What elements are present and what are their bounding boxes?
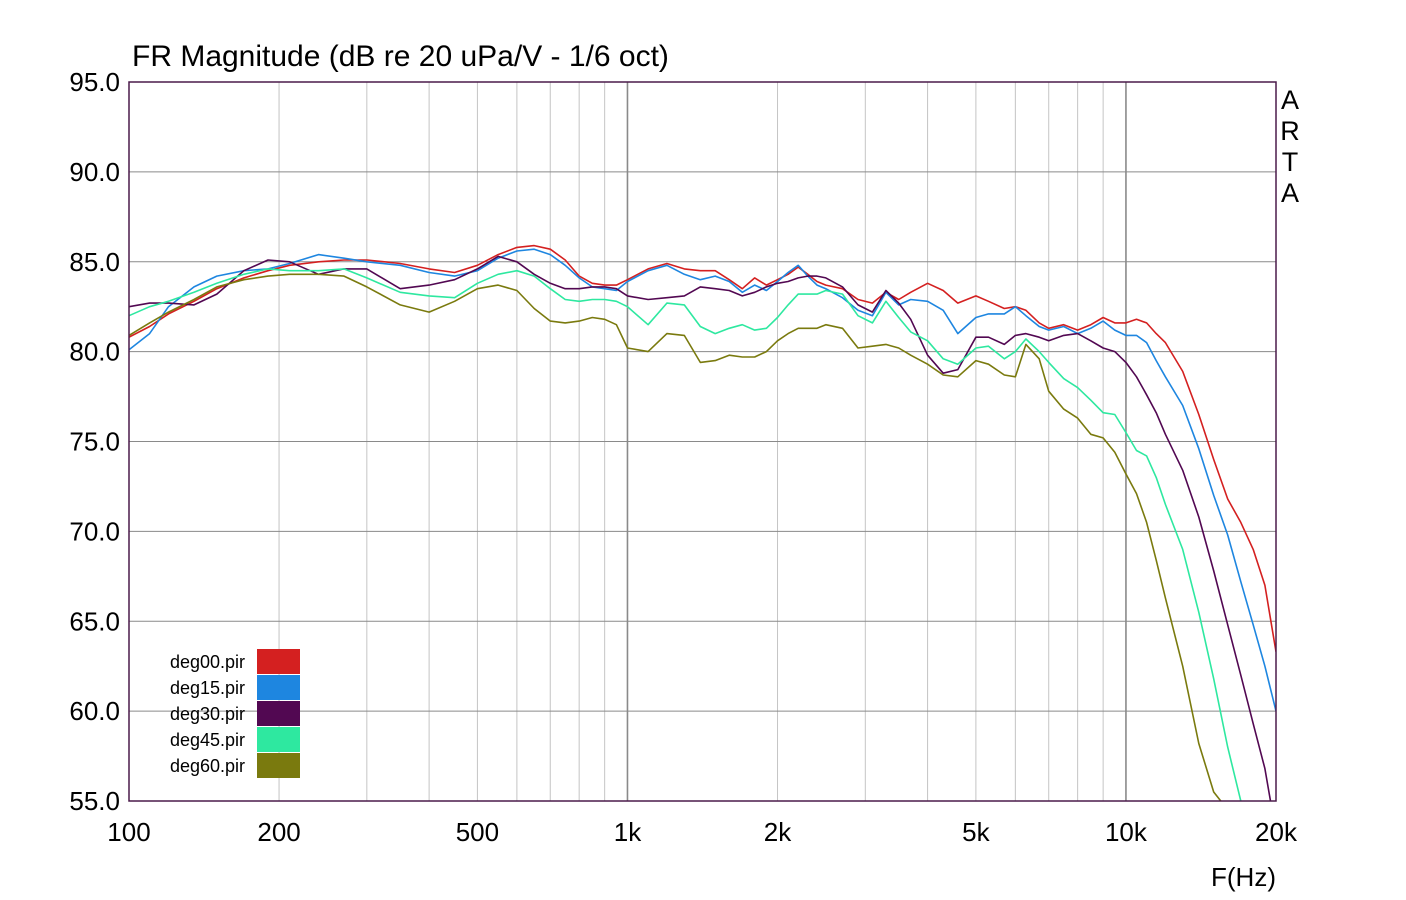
watermark-letter: T xyxy=(1282,147,1299,177)
series-lines xyxy=(129,244,1276,801)
x-tick-label: 20k xyxy=(1255,817,1298,847)
x-tick-label: 5k xyxy=(962,817,990,847)
x-tick-label: 100 xyxy=(107,817,150,847)
legend-label: deg30.pir xyxy=(170,704,245,724)
x-tick-label: 500 xyxy=(456,817,499,847)
legend-label: deg60.pir xyxy=(170,756,245,776)
legend-swatch xyxy=(257,753,300,778)
y-tick-label: 70.0 xyxy=(69,516,120,546)
legend: deg00.pir deg15.pir deg30.pir deg45.pir deg6… xyxy=(170,649,300,778)
legend-label: deg45.pir xyxy=(170,730,245,750)
x-tick-label: 1k xyxy=(614,817,642,847)
legend-swatch xyxy=(257,649,300,674)
series-line xyxy=(129,255,1272,801)
watermark-letter: R xyxy=(1280,116,1300,146)
watermark-letter: A xyxy=(1281,85,1299,115)
x-tick-label: 200 xyxy=(257,817,300,847)
legend-label: deg00.pir xyxy=(170,652,245,672)
y-tick-label: 95.0 xyxy=(69,67,120,97)
legend-label: deg15.pir xyxy=(170,678,245,698)
y-tick-label: 80.0 xyxy=(69,337,120,367)
y-tick-label: 75.0 xyxy=(69,427,120,457)
legend-swatch xyxy=(257,727,300,752)
x-tick-label: 10k xyxy=(1105,817,1148,847)
y-tick-label: 85.0 xyxy=(69,247,120,277)
y-tick-label: 90.0 xyxy=(69,157,120,187)
legend-swatch xyxy=(257,675,300,700)
series-line xyxy=(129,273,1222,801)
watermark-letter: A xyxy=(1281,178,1299,208)
series-line xyxy=(129,248,1276,712)
chart-title: FR Magnitude (dB re 20 uPa/V - 1/6 oct) xyxy=(132,40,669,73)
x-axis-ticks: 100 200 500 1k 2k 5k 10k 20k xyxy=(107,817,1298,847)
plot-frame xyxy=(128,81,1277,802)
y-tick-label: 55.0 xyxy=(69,786,120,816)
series-line xyxy=(129,244,1276,652)
legend-swatch xyxy=(257,701,300,726)
series-line xyxy=(129,268,1242,801)
x-axis-label: F(Hz) xyxy=(1211,862,1276,892)
x-tick-label: 2k xyxy=(764,817,792,847)
grid xyxy=(129,82,1276,801)
y-tick-label: 60.0 xyxy=(69,696,120,726)
y-tick-label: 65.0 xyxy=(69,606,120,636)
y-axis-ticks: 95.0 90.0 85.0 80.0 75.0 70.0 65.0 60.0 55.0 xyxy=(69,67,120,816)
